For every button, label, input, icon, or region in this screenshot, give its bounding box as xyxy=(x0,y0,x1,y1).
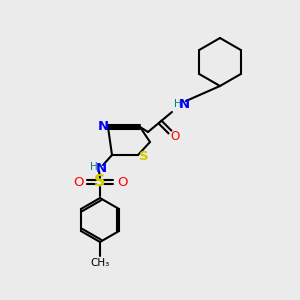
Text: CH₃: CH₃ xyxy=(90,258,110,268)
Text: S: S xyxy=(94,175,106,190)
Text: S: S xyxy=(139,149,149,163)
Text: H: H xyxy=(174,99,182,109)
Text: N: N xyxy=(178,98,190,112)
Text: H: H xyxy=(90,162,98,172)
Text: O: O xyxy=(170,130,180,142)
Text: O: O xyxy=(117,176,127,188)
Text: O: O xyxy=(73,176,83,188)
Text: N: N xyxy=(98,119,109,133)
Text: N: N xyxy=(95,161,106,175)
